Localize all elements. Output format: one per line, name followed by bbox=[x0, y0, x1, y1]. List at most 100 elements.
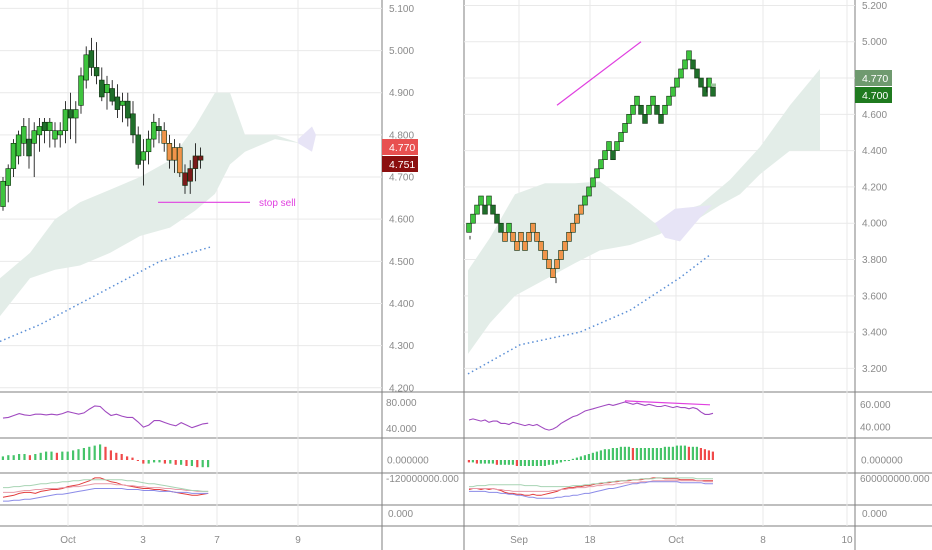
renko-brick bbox=[634, 95, 640, 106]
price-tick-label: 3.600 bbox=[862, 291, 887, 302]
macd-histogram-bar bbox=[507, 460, 510, 465]
volume-osc-line bbox=[469, 477, 713, 488]
renko-brick bbox=[618, 132, 624, 142]
candle bbox=[140, 151, 147, 161]
macd-histogram-bar bbox=[571, 458, 574, 460]
last-price-marker bbox=[711, 83, 716, 87]
renko-brick bbox=[558, 250, 564, 260]
volume-osc-line bbox=[469, 481, 713, 499]
macd-histogram-bar bbox=[591, 452, 594, 460]
macd-histogram-bar bbox=[491, 460, 494, 464]
renko-brick bbox=[606, 141, 612, 151]
macd-histogram-bar bbox=[527, 460, 530, 466]
macd-histogram-bar bbox=[603, 449, 606, 460]
macd-histogram-bar bbox=[136, 460, 139, 461]
renko-brick bbox=[602, 150, 608, 161]
price-tick-label: 4.600 bbox=[389, 215, 414, 226]
price-tick-label: 4.000 bbox=[862, 219, 887, 230]
ichimoku-cloud bbox=[468, 69, 820, 354]
macd-histogram-bar bbox=[599, 450, 602, 460]
candle bbox=[119, 100, 126, 106]
candle bbox=[130, 113, 136, 136]
renko-brick bbox=[638, 104, 644, 115]
price-tag bbox=[382, 139, 418, 155]
macd-histogram-bar bbox=[631, 448, 634, 460]
macd-histogram-bar bbox=[655, 448, 658, 460]
price-tick-label: 5.000 bbox=[862, 37, 887, 48]
macd-histogram-bar bbox=[547, 460, 550, 465]
renko-brick bbox=[642, 114, 648, 124]
price-tick-label: 4.700 bbox=[389, 173, 414, 184]
price-tick-label: 4.400 bbox=[862, 146, 887, 157]
macd-histogram-bar bbox=[531, 460, 534, 466]
renko-brick bbox=[522, 241, 528, 251]
candle bbox=[78, 75, 84, 106]
renko-brick bbox=[478, 195, 484, 206]
renko-brick bbox=[514, 241, 520, 251]
macd-histogram-bar bbox=[185, 460, 188, 466]
macd-histogram-bar bbox=[647, 448, 650, 460]
price-tick-label: 4.300 bbox=[389, 341, 414, 352]
macd-tick-label: 0.000000 bbox=[387, 456, 429, 467]
renko-brick bbox=[674, 77, 680, 88]
macd-histogram-bar bbox=[483, 460, 486, 464]
renko-brick bbox=[710, 86, 716, 97]
macd-histogram-bar bbox=[147, 460, 150, 464]
macd-histogram-bar bbox=[627, 446, 630, 460]
price-tick-label: 4.200 bbox=[389, 383, 414, 394]
renko-brick bbox=[482, 204, 488, 215]
renko-brick bbox=[506, 222, 512, 233]
macd-histogram-bar bbox=[635, 448, 638, 460]
macd-histogram-bar bbox=[66, 451, 69, 460]
macd-histogram-bar bbox=[595, 451, 598, 460]
price-tick-label: 3.800 bbox=[862, 255, 887, 266]
candle bbox=[192, 155, 199, 169]
macd-histogram-bar bbox=[18, 454, 21, 460]
macd-histogram-bar bbox=[711, 451, 714, 460]
macd-histogram-bar bbox=[675, 445, 678, 460]
renko-brick bbox=[594, 168, 600, 179]
renko-brick bbox=[690, 59, 696, 70]
renko-brick bbox=[614, 141, 620, 151]
renko-brick bbox=[486, 195, 492, 206]
macd-histogram-bar bbox=[651, 448, 654, 460]
macd-histogram-bar bbox=[607, 449, 610, 460]
macd-histogram-bar bbox=[695, 446, 698, 460]
macd-histogram-bar bbox=[88, 446, 91, 460]
macd-histogram-bar bbox=[467, 460, 470, 463]
candle bbox=[161, 130, 167, 144]
macd-histogram-bar bbox=[158, 460, 161, 463]
renko-brick bbox=[530, 222, 536, 233]
candle bbox=[52, 130, 58, 140]
macd-histogram-bar bbox=[487, 460, 490, 464]
macd-histogram-bar bbox=[34, 454, 37, 460]
macd-histogram-bar bbox=[563, 460, 566, 462]
macd-histogram-bar bbox=[207, 460, 210, 468]
macd-histogram-bar bbox=[639, 448, 642, 460]
renko-brick bbox=[490, 204, 496, 215]
renko-brick bbox=[494, 213, 500, 224]
candle bbox=[83, 54, 89, 81]
volume-tick-label: -120000000.000 bbox=[386, 474, 459, 485]
renko-brick bbox=[630, 104, 636, 115]
time-tick-label: Sep bbox=[510, 535, 528, 546]
volume-osc-line bbox=[3, 483, 209, 493]
macd-histogram-bar bbox=[543, 460, 546, 466]
macd-histogram-bar bbox=[61, 451, 64, 460]
macd-histogram-bar bbox=[539, 460, 542, 466]
candle bbox=[5, 168, 11, 186]
candle bbox=[171, 147, 178, 161]
price-tag-label: 4.770 bbox=[389, 142, 415, 154]
macd-histogram-bar bbox=[499, 460, 502, 465]
macd-histogram-bar bbox=[619, 446, 622, 460]
renko-brick bbox=[466, 222, 472, 233]
macd-histogram-bar bbox=[659, 448, 662, 460]
renko-brick bbox=[698, 77, 704, 88]
macd-histogram-bar bbox=[515, 460, 518, 466]
macd-histogram-bar bbox=[519, 460, 522, 466]
macd-histogram-bar bbox=[93, 445, 96, 460]
price-tick-label: 4.800 bbox=[389, 130, 414, 141]
macd-tick-label: 0.000000 bbox=[861, 456, 903, 467]
candle bbox=[177, 147, 183, 174]
price-tick-label: 4.400 bbox=[389, 299, 414, 310]
